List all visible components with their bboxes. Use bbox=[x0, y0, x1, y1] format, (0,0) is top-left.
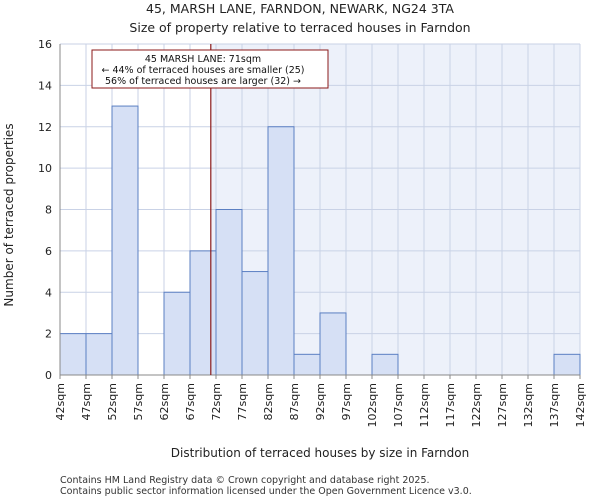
bar bbox=[189, 250, 217, 376]
y-axis-label: Number of terraced properties bbox=[2, 123, 16, 306]
bar bbox=[111, 105, 139, 376]
y-tick-label: 4 bbox=[45, 286, 52, 299]
annotation-line: 45 MARSH LANE: 71sqm bbox=[145, 54, 261, 65]
plot-area: 0 2 4 6 8 10 12 14 16 42sqm 47sqm 52sqm 57sqm 62sqm 67… bbox=[38, 38, 587, 427]
x-tick-label: 137sqm bbox=[548, 383, 561, 427]
bar bbox=[85, 333, 113, 376]
footer-line-1: Contains HM Land Registry data © Crown c… bbox=[60, 475, 430, 486]
x-axis-label: Distribution of terraced houses by size … bbox=[171, 446, 469, 460]
x-tick-label: 122sqm bbox=[470, 383, 483, 427]
x-tick-label: 97sqm bbox=[340, 383, 353, 420]
x-tick-label: 67sqm bbox=[184, 383, 197, 420]
bar bbox=[371, 353, 399, 376]
chart-subtitle: Size of property relative to terraced ho… bbox=[129, 20, 470, 35]
annotation-line: 56% of terraced houses are larger (32) → bbox=[105, 76, 301, 87]
annotation-line: ← 44% of terraced houses are smaller (25… bbox=[101, 65, 304, 76]
x-tick-label: 102sqm bbox=[366, 383, 379, 427]
y-tick-label: 16 bbox=[38, 38, 52, 51]
x-tick-label: 42sqm bbox=[54, 383, 67, 420]
bar bbox=[553, 353, 581, 376]
bar bbox=[241, 271, 269, 376]
x-tick-label: 92sqm bbox=[314, 383, 327, 420]
y-tick-label: 8 bbox=[45, 204, 52, 217]
x-tick-label: 82sqm bbox=[262, 383, 275, 420]
x-tick-label: 47sqm bbox=[80, 383, 93, 420]
y-tick-label: 0 bbox=[45, 369, 52, 382]
bar bbox=[267, 126, 295, 376]
x-tick-label: 112sqm bbox=[418, 383, 431, 427]
x-tick-label: 127sqm bbox=[496, 383, 509, 427]
x-tick-label: 62sqm bbox=[158, 383, 171, 420]
x-tick-label: 132sqm bbox=[522, 383, 535, 427]
bar bbox=[215, 209, 243, 376]
chart-title: 45, MARSH LANE, FARNDON, NEWARK, NG24 3T… bbox=[146, 1, 454, 16]
footer-line-2: Contains public sector information licen… bbox=[60, 486, 472, 497]
x-tick-label: 77sqm bbox=[236, 383, 249, 420]
bar bbox=[319, 312, 347, 376]
y-tick-label: 14 bbox=[38, 79, 52, 92]
x-tick-label: 72sqm bbox=[210, 383, 223, 420]
x-tick-label: 117sqm bbox=[444, 383, 457, 427]
bar bbox=[293, 353, 321, 376]
x-tick-label: 87sqm bbox=[288, 383, 301, 420]
y-tick-label: 12 bbox=[38, 121, 52, 134]
y-tick-label: 10 bbox=[38, 162, 52, 175]
x-tick-label: 52sqm bbox=[106, 383, 119, 420]
x-tick-label: 107sqm bbox=[392, 383, 405, 427]
bar bbox=[163, 291, 191, 376]
bar bbox=[59, 333, 87, 376]
y-tick-label: 2 bbox=[45, 328, 52, 341]
x-tick-label: 57sqm bbox=[132, 383, 145, 420]
annotation-box bbox=[91, 49, 329, 89]
x-tick-label: 142sqm bbox=[574, 383, 587, 427]
y-tick-label: 6 bbox=[45, 245, 52, 258]
